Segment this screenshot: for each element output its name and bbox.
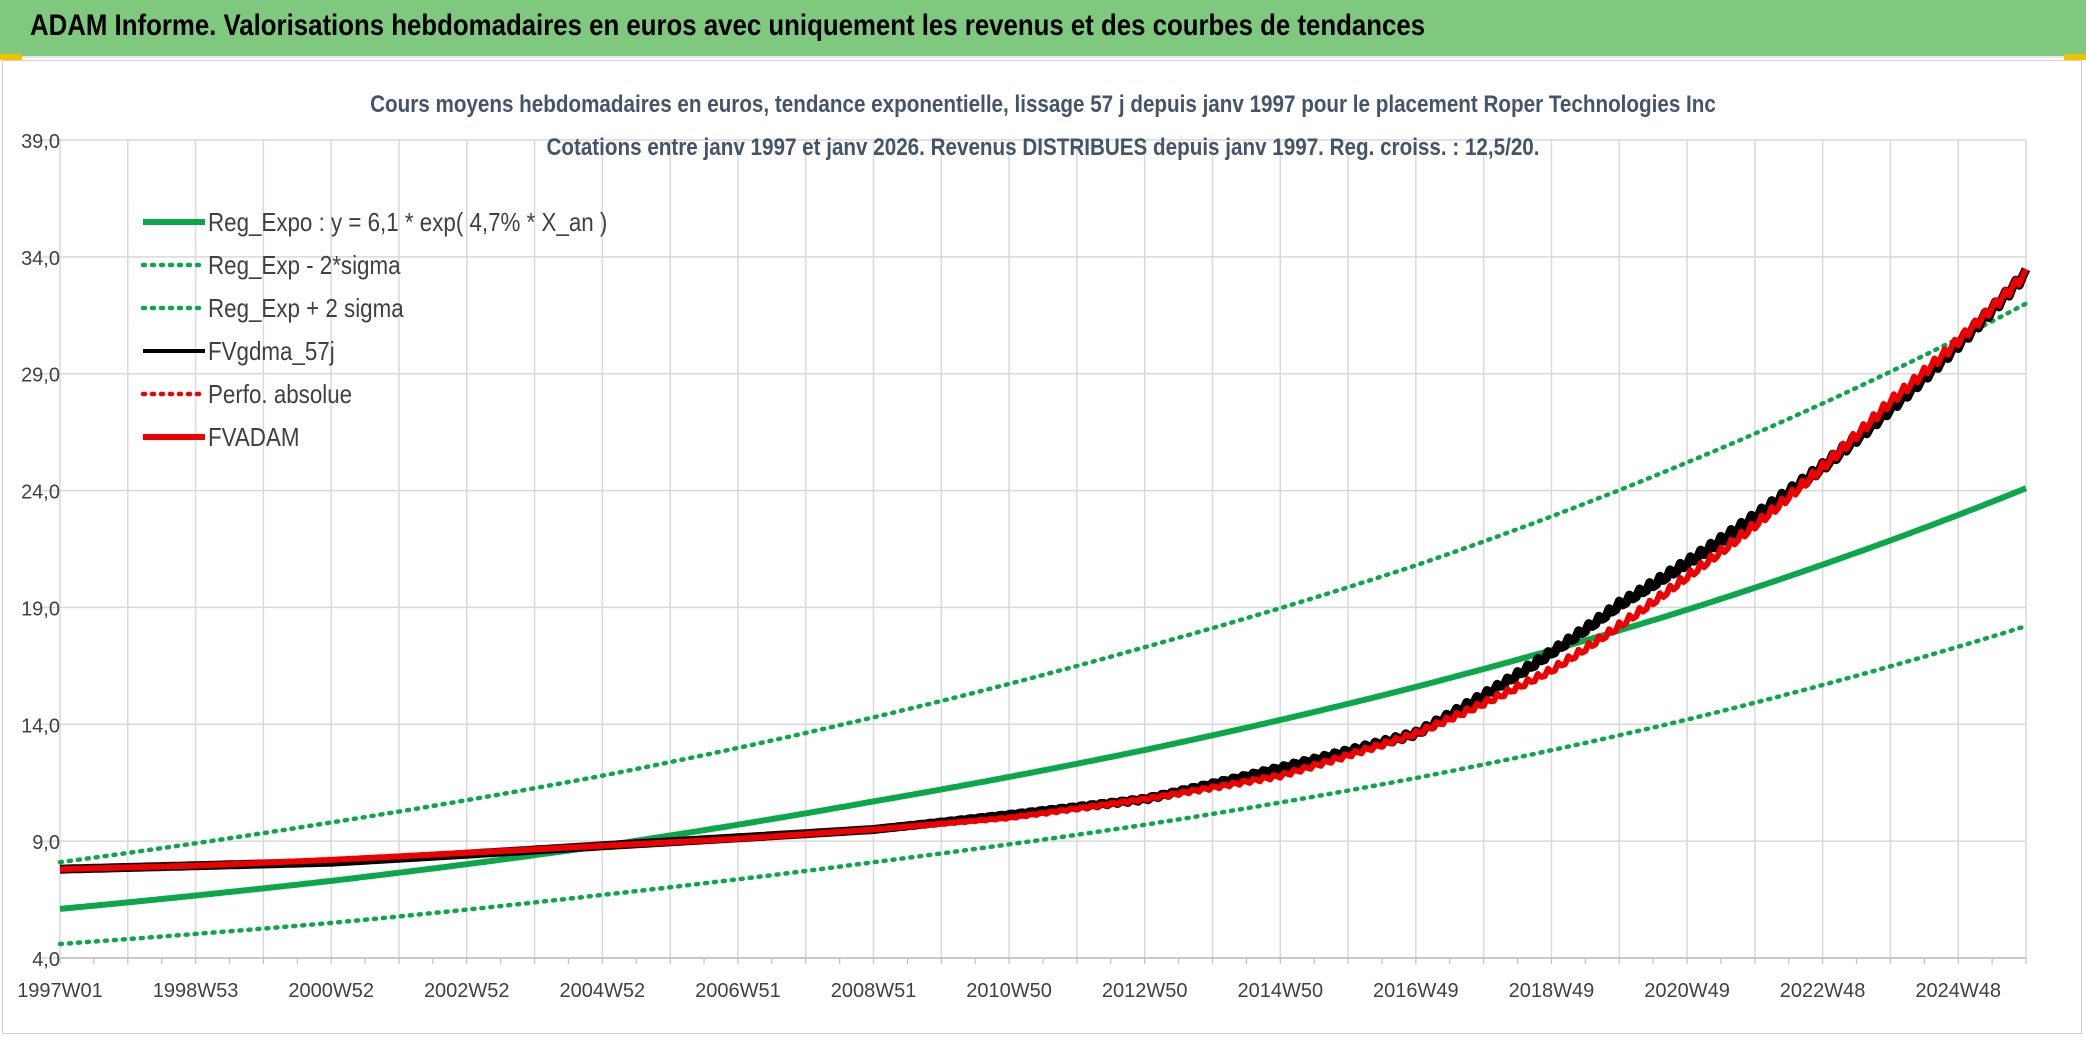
legend-label-reg-expo-line: Reg_Expo : y = 6,1 * exp( 4,7% * X_an ) <box>208 208 607 237</box>
x-tick-label: 2024W48 <box>1915 980 2001 1002</box>
legend-label-fvadam-line: FVADAM <box>208 423 299 452</box>
y-tick-label: 14,0 <box>21 715 60 737</box>
x-tick-label: 2002W52 <box>424 980 510 1002</box>
x-tick-label: 2016W49 <box>1373 980 1459 1002</box>
fvgdma-57j-line <box>58 267 2031 874</box>
fvadam-line <box>59 267 2029 873</box>
x-tick-label: 2008W51 <box>831 980 917 1002</box>
legend-label-perfo-absolue-line: Perfo. absolue <box>208 380 352 409</box>
x-tick-label: 2010W50 <box>966 980 1052 1002</box>
chart-frame <box>2 60 2082 1034</box>
y-tick-label: 34,0 <box>21 248 60 270</box>
y-tick-label: 24,0 <box>21 482 60 504</box>
x-tick-label: 2014W50 <box>1237 980 1323 1002</box>
legend: Reg_Expo : y = 6,1 * exp( 4,7% * X_an ) R… <box>140 208 607 452</box>
y-tick-label: 4,0 <box>32 949 60 971</box>
x-tick-label: 2004W52 <box>560 980 646 1002</box>
x-tick-label: 1998W53 <box>153 980 239 1002</box>
y-tick-label: 29,0 <box>21 365 60 387</box>
x-tick-label: 2018W49 <box>1509 980 1595 1002</box>
series <box>57 267 2031 947</box>
chart-title-line-2: Cotations entre janv 1997 et janv 2026. … <box>546 134 1539 161</box>
legend-label-fvgdma-57j-line: FVgdma_57j <box>208 337 335 366</box>
x-tick-label: 1997W01 <box>17 980 103 1002</box>
legend-label-reg-exp-plus-2sigma-line: Reg_Exp + 2 sigma <box>208 294 404 323</box>
legend-label-reg-exp-minus-2sigma-line: Reg_Exp - 2*sigma <box>208 251 401 280</box>
x-tick-label: 2012W50 <box>1102 980 1188 1002</box>
reg-expo-line <box>59 485 2028 912</box>
y-tick-label: 39,0 <box>21 131 60 153</box>
reg-exp-minus-2sigma-line <box>57 623 2029 947</box>
x-tick-label: 2006W51 <box>695 980 781 1002</box>
y-tick-label: 19,0 <box>21 598 60 620</box>
reg-exp-plus-2sigma-line <box>57 301 2029 865</box>
report-title: ADAM Informe. Valorisations hebdomadaire… <box>30 9 1426 42</box>
corner-marker-right <box>2064 54 2086 60</box>
x-tick-label: 2000W52 <box>288 980 374 1002</box>
y-tick-label: 9,0 <box>32 832 60 854</box>
chart-title-line-1: Cours moyens hebdomadaires en euros, ten… <box>370 91 1716 118</box>
axes: 4,0 9,0 14,0 19,0 24,0 29,0 34,0 39,0 1997W01 199… <box>17 131 2027 1002</box>
x-tick-label: 2020W49 <box>1644 980 1730 1002</box>
header-bar: ADAM Informe. Valorisations hebdomadaire… <box>0 0 2086 58</box>
corner-marker-left <box>0 54 22 60</box>
x-tick-label: 2022W48 <box>1780 980 1866 1002</box>
